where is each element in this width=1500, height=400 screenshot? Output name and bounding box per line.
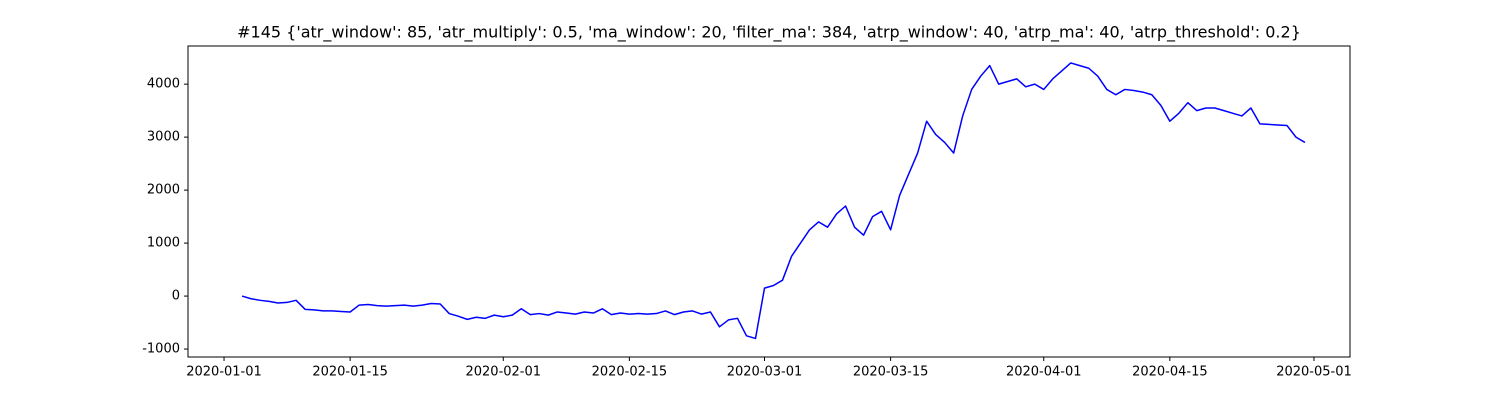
x-tick-label: 2020-03-15 — [853, 365, 929, 380]
data-line — [241, 62, 1306, 340]
x-tick-label: 2020-03-01 — [727, 365, 803, 380]
y-tick-label: 0 — [172, 289, 180, 304]
y-tick-label: 4000 — [147, 77, 180, 92]
axes-frame — [187, 45, 1351, 358]
x-tick-label: 2020-02-15 — [592, 365, 668, 380]
x-tick-label: 2020-05-01 — [1276, 365, 1352, 380]
y-tick-label: -1000 — [142, 342, 180, 357]
x-tick-label: 2020-04-01 — [1006, 365, 1082, 380]
x-tick-label: 2020-02-01 — [465, 365, 541, 380]
y-tick-label: 1000 — [147, 236, 180, 251]
chart-title: #145 {'atr_window': 85, 'atr_multiply': … — [237, 23, 1301, 43]
y-tick-label: 3000 — [147, 130, 180, 145]
x-tick-label: 2020-04-15 — [1132, 365, 1208, 380]
x-tick-label: 2020-01-01 — [186, 365, 262, 380]
y-tick-label: 2000 — [147, 183, 180, 198]
x-tick-label: 2020-01-15 — [312, 365, 388, 380]
